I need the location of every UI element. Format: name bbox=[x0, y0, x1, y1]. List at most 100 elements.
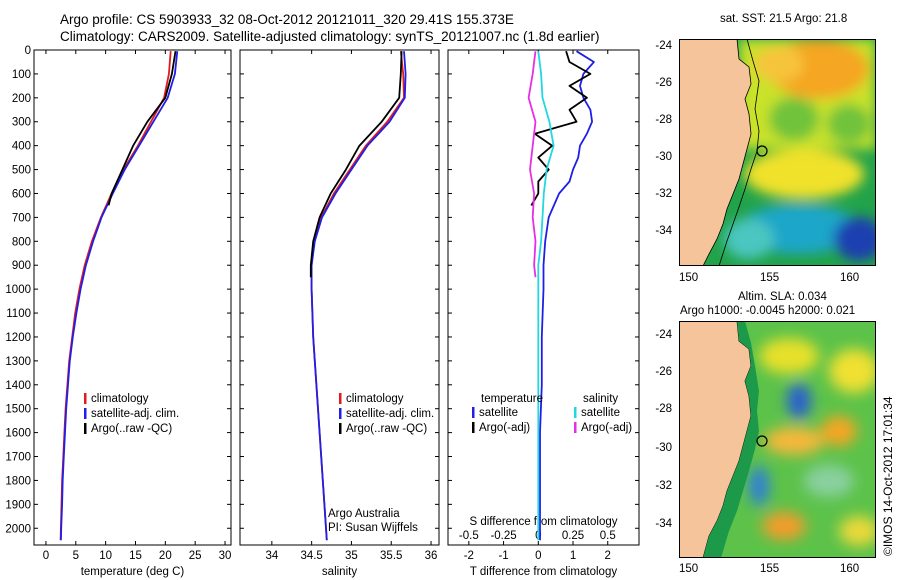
sst-map-y-axis: -24 -26 -28 -30 -32 -34 bbox=[648, 39, 676, 266]
y-tick-label: 0 bbox=[25, 45, 31, 57]
legend-swatch bbox=[84, 393, 87, 404]
legend-label: Argo(-adj) bbox=[479, 422, 530, 434]
sla-map-title: Altim. SLA: 0.034 bbox=[738, 291, 827, 303]
legend-label: satellite bbox=[581, 407, 620, 419]
y-tick-label: 100 bbox=[12, 69, 31, 81]
y-tick-label: 700 bbox=[12, 212, 31, 224]
sla-ytick: -34 bbox=[655, 518, 672, 530]
sst-xtick: 150 bbox=[679, 272, 699, 284]
argo-australia-note: Argo Australia bbox=[328, 508, 400, 520]
argo-location-marker bbox=[756, 145, 768, 157]
x-tick-label: 35 bbox=[345, 550, 358, 562]
legend-swatch bbox=[574, 407, 577, 418]
sla-map bbox=[679, 320, 879, 559]
legend-label: Argo(..raw -QC) bbox=[346, 423, 427, 435]
temperature-panel-frame bbox=[33, 49, 232, 546]
y-tick-label: 1300 bbox=[5, 356, 31, 368]
sst-xtick: 155 bbox=[760, 272, 780, 284]
y-tick-label: 1400 bbox=[5, 380, 31, 392]
sst-ytick: -30 bbox=[655, 151, 672, 163]
sla-ytick: -32 bbox=[655, 480, 672, 492]
sst-xtick: 160 bbox=[840, 272, 860, 284]
legend-swatch bbox=[339, 408, 342, 419]
x-tick-label: 35.5 bbox=[380, 550, 402, 562]
legend-swatch bbox=[84, 408, 87, 419]
legend-title-temperature: temperature bbox=[481, 393, 543, 405]
legend-label: satellite-adj. clim. bbox=[91, 408, 179, 420]
sla-ytick: -30 bbox=[655, 442, 672, 454]
series-line-s-satellite bbox=[537, 51, 555, 541]
sst-ytick: -28 bbox=[655, 114, 672, 126]
y-tick-label: 1500 bbox=[5, 404, 31, 416]
legend-label: climatology bbox=[346, 393, 404, 405]
legend-label: Argo(..raw -QC) bbox=[91, 423, 172, 435]
x-tick-label: 5 bbox=[73, 550, 79, 562]
imos-timestamp: ©IMOS 14-Oct-2012 17:01:34 bbox=[881, 396, 895, 556]
sla-map-y-axis: -24 -26 -28 -30 -32 -34 bbox=[648, 321, 676, 558]
sla-xtick: 160 bbox=[840, 563, 860, 575]
x-tick-label: 10 bbox=[99, 550, 112, 562]
x2-axis-label: S difference from climatology bbox=[469, 516, 617, 528]
salinity-panel-frame bbox=[239, 49, 440, 546]
x-tick-label: 34.5 bbox=[300, 550, 322, 562]
x-axis-label: T difference from climatology bbox=[470, 566, 617, 578]
legend-swatch bbox=[472, 407, 475, 418]
legend-swatch bbox=[574, 422, 577, 433]
argo-location-marker bbox=[756, 435, 768, 447]
sla-ytick: -28 bbox=[655, 403, 672, 415]
y-tick-label: 1900 bbox=[5, 499, 31, 511]
y-tick-label: 1100 bbox=[6, 308, 31, 320]
y-tick-label: 1600 bbox=[5, 428, 31, 440]
legend-label: satellite-adj. clim. bbox=[346, 408, 434, 420]
y-tick-label: 400 bbox=[12, 141, 31, 153]
series-line-satellite-adj-clim- bbox=[310, 51, 407, 541]
y-tick-label: 900 bbox=[12, 260, 31, 272]
series-line-satellite-adj-clim- bbox=[60, 51, 179, 541]
climatology-title: Climatology: CARS2009. Satellite-adjuste… bbox=[60, 29, 600, 44]
y-tick-label: 2000 bbox=[5, 523, 31, 535]
x-tick-label: -2 bbox=[464, 550, 474, 562]
x-tick-label: 0 bbox=[535, 550, 541, 562]
sla-xtick: 155 bbox=[760, 563, 780, 575]
sst-map-title: sat. SST: 21.5 Argo: 21.8 bbox=[720, 13, 848, 25]
x-tick-label: 20 bbox=[159, 550, 172, 562]
x-tick-label: 25 bbox=[189, 550, 202, 562]
x-tick-label: -1 bbox=[498, 550, 508, 562]
sst-map bbox=[679, 38, 884, 267]
x2-tick-label: -0.25 bbox=[490, 530, 516, 542]
y-tick-label: 1700 bbox=[5, 452, 31, 464]
sst-ytick: -34 bbox=[655, 225, 672, 237]
x2-tick-label: 0.5 bbox=[600, 530, 616, 542]
sst-map-canvas bbox=[679, 38, 884, 267]
legend-swatch bbox=[84, 423, 87, 434]
legend-label: satellite bbox=[479, 407, 518, 419]
y-tick-label: 1000 bbox=[5, 284, 31, 296]
profile-title: Argo profile: CS 5903933_32 08-Oct-2012 … bbox=[60, 12, 514, 27]
pi-note: PI: Susan Wijffels bbox=[328, 522, 418, 534]
y-tick-label: 1800 bbox=[5, 475, 31, 487]
x-axis-label: salinity bbox=[322, 566, 357, 578]
sla-ytick: -26 bbox=[655, 366, 672, 378]
sla-ytick: -24 bbox=[655, 329, 672, 341]
x2-tick-label: -0.5 bbox=[459, 530, 479, 542]
legend-swatch bbox=[472, 422, 475, 433]
x-tick-label: 2 bbox=[605, 550, 611, 562]
x-tick-label: 30 bbox=[219, 550, 232, 562]
y-tick-label: 1200 bbox=[5, 332, 31, 344]
x-tick-label: 15 bbox=[129, 550, 142, 562]
series-line-argo-raw-qc- bbox=[107, 51, 177, 206]
legend-swatch bbox=[339, 423, 342, 434]
y-tick-label: 500 bbox=[12, 165, 31, 177]
x2-tick-label: 0.25 bbox=[562, 530, 584, 542]
legend-swatch bbox=[339, 393, 342, 404]
sla-map-canvas bbox=[679, 320, 879, 559]
sla-xtick: 150 bbox=[679, 563, 699, 575]
x-tick-label: 1 bbox=[570, 550, 576, 562]
y-tick-label: 300 bbox=[12, 117, 31, 129]
legend-title-salinity: salinity bbox=[583, 393, 618, 405]
x-axis-label: temperature (deg C) bbox=[81, 566, 185, 578]
series-line-t-argo-adj- bbox=[530, 50, 592, 206]
sst-ytick: -32 bbox=[655, 188, 672, 200]
sst-ytick: -24 bbox=[655, 40, 672, 52]
